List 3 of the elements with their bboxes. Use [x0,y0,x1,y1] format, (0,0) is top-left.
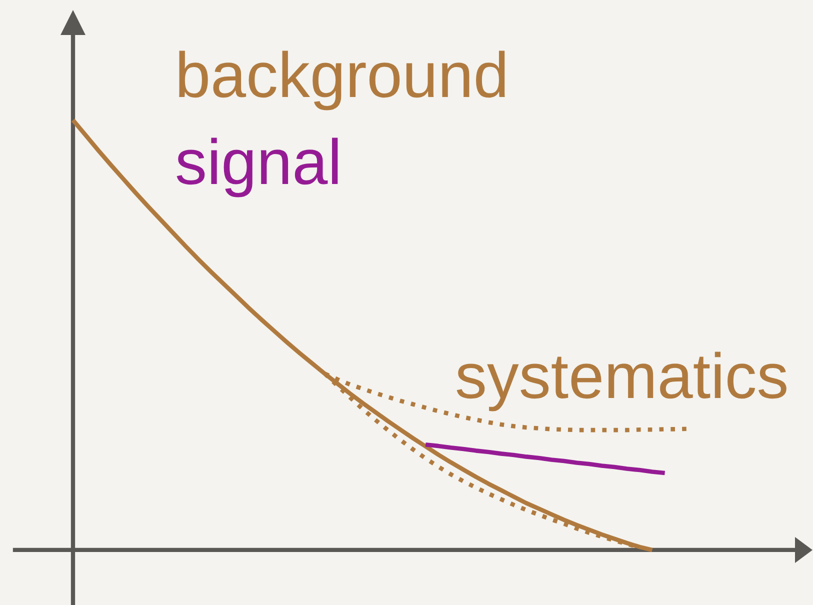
text: signal [176,138,338,198]
series-label: background [179,50,505,110]
series-label: systematics [456,352,786,412]
